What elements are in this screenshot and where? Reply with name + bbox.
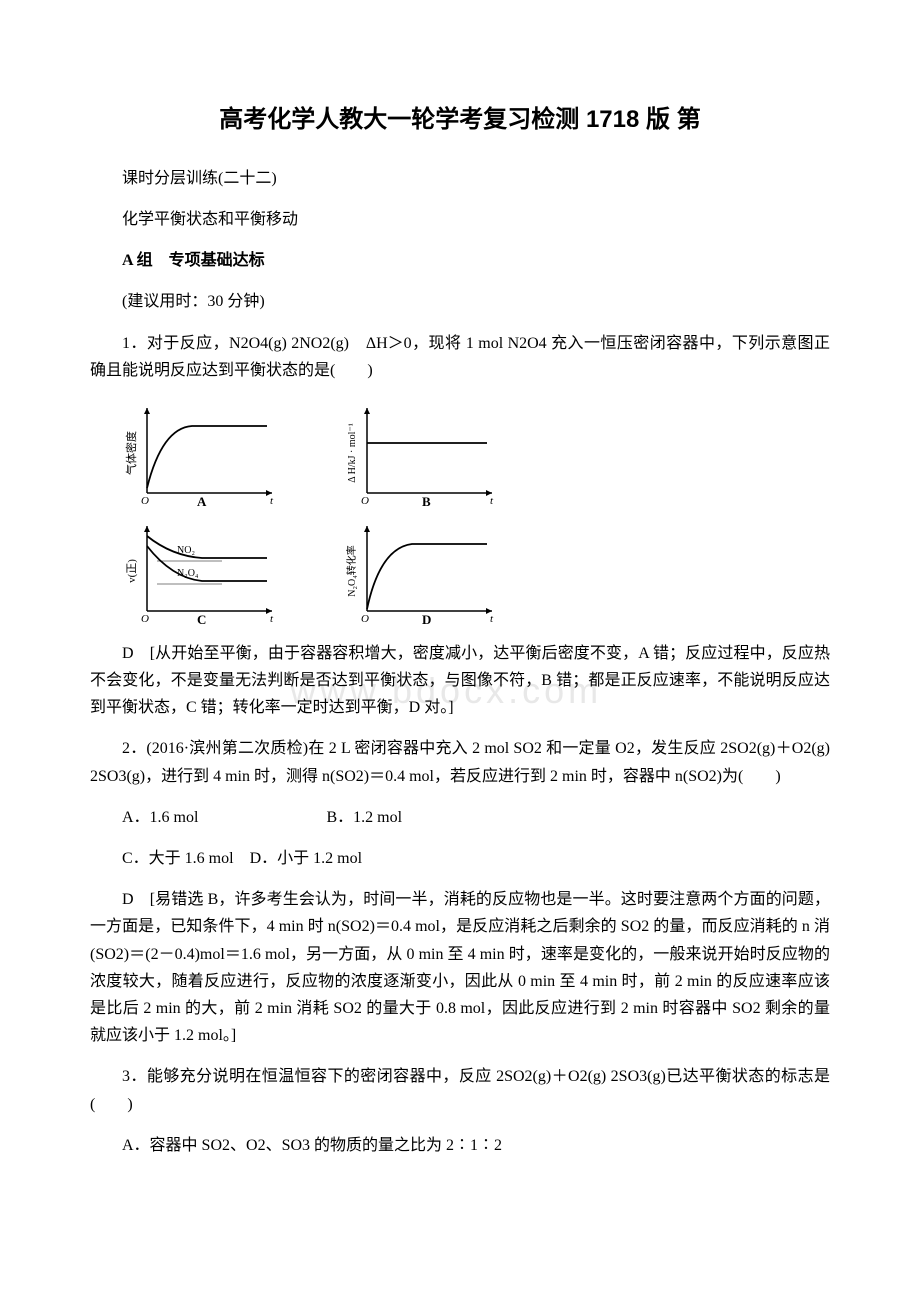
diagram-a-xlabel: t (270, 495, 274, 507)
diagram-b-ylabel: Δ H/kJ · mol⁻¹ (347, 423, 358, 482)
diagram-a-label: A (197, 494, 207, 508)
diagram-c: NO₂ N₂O₄ v(正) O t C (122, 516, 282, 626)
q2-stem: 2．(2016·滨州第二次质检)在 2 L 密闭容器中充入 2 mol SO2 … (90, 735, 830, 789)
q2-option-d: D．小于 1.2 mol (250, 850, 362, 867)
diagram-c-line2-label: N₂O₄ (177, 568, 199, 579)
diagram-a-ylabel: 气体密度 (124, 431, 138, 475)
diagram-d-origin: O (361, 613, 369, 625)
page-title: 高考化学人教大一轮学考复习检测 1718 版 第 (90, 100, 830, 141)
q1-stem: 1．对于反应，N2O4(g) 2NO2(g) ΔH＞0，现将 1 mol N2O… (90, 330, 830, 384)
diagram-b-xlabel: t (490, 495, 494, 507)
section-a-header: A 组 专项基础达标 (90, 247, 830, 274)
diagram-c-label: C (197, 612, 206, 626)
q1-answer: D [从开始至平衡，由于容器容积增大，密度减小，达平衡后密度不变，A 错；反应过… (90, 640, 830, 722)
diagram-d-ylabel: N₂O₄转化率 (345, 545, 358, 596)
diagram-b: Δ H/kJ · mol⁻¹ O t B (342, 398, 502, 508)
diagram-c-ylabel: v(正) (126, 559, 138, 583)
q3-option-a: A．容器中 SO2、O2、SO3 的物质的量之比为 2∶1∶2 (90, 1132, 830, 1159)
q3-stem: 3．能够充分说明在恒温恒容下的密闭容器中，反应 2SO2(g)＋O2(g) 2S… (90, 1063, 830, 1117)
diagram-a: 气体密度 O t A (122, 398, 282, 508)
diagram-d-label: D (422, 612, 431, 626)
diagram-d-xlabel: t (490, 613, 494, 625)
q2-option-c: C．大于 1.6 mol (122, 850, 234, 867)
diagram-b-origin: O (361, 495, 369, 507)
q2-options-ab: A．1.6 mol B．1.2 mol (90, 804, 830, 831)
q2-answer: D [易错选 B，许多考生会认为，时间一半，消耗的反应物也是一半。这时要注意两个… (90, 886, 830, 1049)
diagram-c-line1-label: NO₂ (177, 545, 195, 556)
diagram-a-origin: O (141, 495, 149, 507)
q1-diagram-group: 气体密度 O t A Δ H/kJ · mol⁻¹ O t B (122, 398, 830, 626)
diagram-c-origin: O (141, 613, 149, 625)
q2-options-cd: C．大于 1.6 mol D．小于 1.2 mol (90, 845, 830, 872)
q2-option-a: A．1.6 mol (122, 809, 198, 826)
subtitle-line-2: 化学平衡状态和平衡移动 (90, 206, 830, 233)
q2-option-b: B．1.2 mol (326, 809, 402, 826)
subtitle-line-1: 课时分层训练(二十二) (90, 165, 830, 192)
time-hint: (建议用时：30 分钟) (90, 288, 830, 315)
diagram-c-xlabel: t (270, 613, 274, 625)
diagram-b-label: B (422, 494, 431, 508)
diagram-d: N₂O₄转化率 O t D (342, 516, 502, 626)
